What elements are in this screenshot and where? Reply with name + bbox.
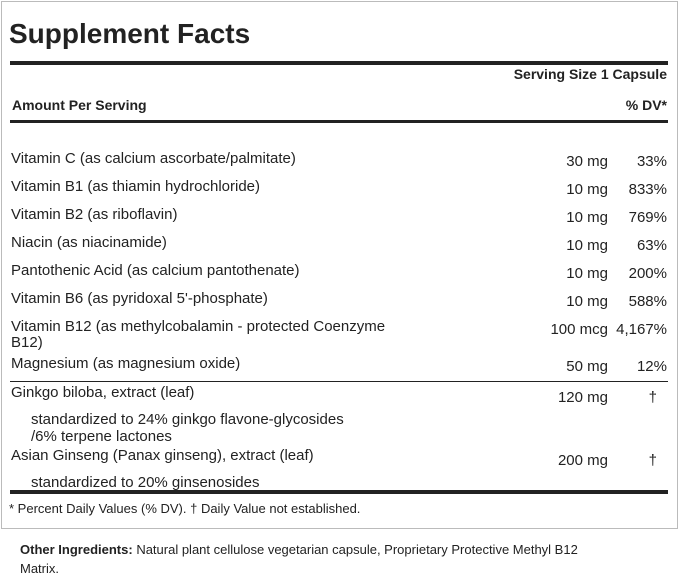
footnote: * Percent Daily Values (% DV). † Daily V… — [9, 501, 361, 516]
supplement-facts-panel — [1, 1, 678, 529]
amount-header: Amount Per Serving — [12, 97, 147, 113]
divider — [10, 381, 668, 382]
bottom-rule — [10, 490, 668, 494]
header-rule — [10, 120, 668, 123]
top-rule — [10, 61, 668, 65]
other-ingredients: Other Ingredients: Natural plant cellulo… — [20, 542, 578, 557]
serving-size: Serving Size 1 Capsule — [513, 66, 667, 82]
panel-title: Supplement Facts — [9, 18, 251, 49]
other-ingredients-cont: Matrix. — [20, 561, 59, 576]
dv-header: % DV* — [625, 97, 667, 113]
